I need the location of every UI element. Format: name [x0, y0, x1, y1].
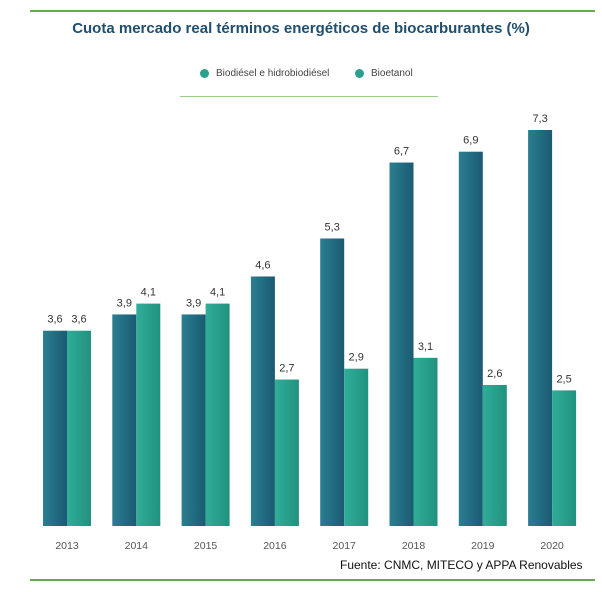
bar-bioetanol-2017 — [344, 368, 369, 526]
data-label-bioetanol-2018: 3,1 — [418, 341, 433, 353]
legend-label-biodiesel: Biodiésel e hidrobiodiésel — [216, 68, 330, 79]
data-label-bioetanol-2014: 4,1 — [141, 287, 156, 299]
data-label-biodiesel-2015: 3,9 — [186, 297, 201, 309]
bar-bioetanol-2019 — [482, 384, 507, 526]
x-tick-label-2015: 2015 — [194, 540, 218, 552]
bar-bioetanol-2018 — [413, 357, 438, 526]
data-label-biodiesel-2016: 4,6 — [255, 259, 270, 271]
x-tick-label-2017: 2017 — [333, 540, 357, 552]
x-tick-label-2014: 2014 — [125, 540, 149, 552]
source-note: Fuente: CNMC, MITECO y APPA Renovables — [340, 558, 583, 572]
bar-bioetanol-2016 — [274, 379, 299, 526]
bar-bioetanol-2014 — [136, 303, 161, 526]
legend: Biodiésel e hidrobiodiésel Bioetanol — [180, 58, 438, 98]
x-tick-label-2020: 2020 — [540, 540, 564, 552]
bottom-rule — [30, 579, 595, 581]
bar-biodiesel-2015 — [181, 314, 206, 526]
data-label-biodiesel-2019: 6,9 — [463, 135, 478, 147]
top-rule — [30, 10, 595, 12]
legend-swatch-bioetanol — [355, 69, 364, 78]
bar-biodiesel-2016 — [250, 276, 275, 526]
bar-biodiesel-2018 — [389, 162, 414, 526]
bar-bioetanol-2013 — [67, 330, 91, 526]
x-tick-label-2016: 2016 — [263, 540, 287, 552]
bar-bioetanol-2020 — [552, 390, 577, 526]
bar-biodiesel-2017 — [320, 238, 345, 526]
x-tick-label-2018: 2018 — [402, 540, 426, 552]
data-label-biodiesel-2017: 5,3 — [325, 221, 340, 233]
bar-biodiesel-2019 — [458, 151, 483, 527]
data-label-bioetanol-2016: 2,7 — [279, 363, 294, 375]
bar-biodiesel-2013 — [43, 330, 67, 526]
chart-title: Cuota mercado real términos energéticos … — [72, 20, 530, 37]
data-label-biodiesel-2013: 3,6 — [47, 314, 62, 326]
data-label-biodiesel-2020: 7,3 — [532, 113, 547, 125]
x-tick-label-2019: 2019 — [471, 540, 495, 552]
data-label-bioetanol-2015: 4,1 — [210, 287, 225, 299]
bar-biodiesel-2014 — [112, 314, 137, 526]
bar-biodiesel-2020 — [528, 130, 553, 526]
legend-item-bioetanol: Bioetanol — [355, 68, 413, 79]
data-label-biodiesel-2014: 3,9 — [117, 297, 132, 309]
data-label-bioetanol-2019: 2,6 — [487, 368, 502, 380]
legend-rule — [180, 96, 438, 97]
legend-swatch-biodiesel — [200, 69, 209, 78]
data-label-bioetanol-2020: 2,5 — [556, 373, 571, 385]
x-tick-label-2013: 2013 — [55, 540, 79, 552]
data-label-bioetanol-2017: 2,9 — [349, 352, 364, 364]
legend-item-biodiesel: Biodiésel e hidrobiodiésel — [200, 68, 329, 79]
data-label-biodiesel-2018: 6,7 — [394, 146, 409, 158]
bar-bioetanol-2015 — [205, 303, 230, 526]
legend-label-bioetanol: Bioetanol — [371, 68, 413, 79]
data-label-bioetanol-2013: 3,6 — [71, 314, 86, 326]
